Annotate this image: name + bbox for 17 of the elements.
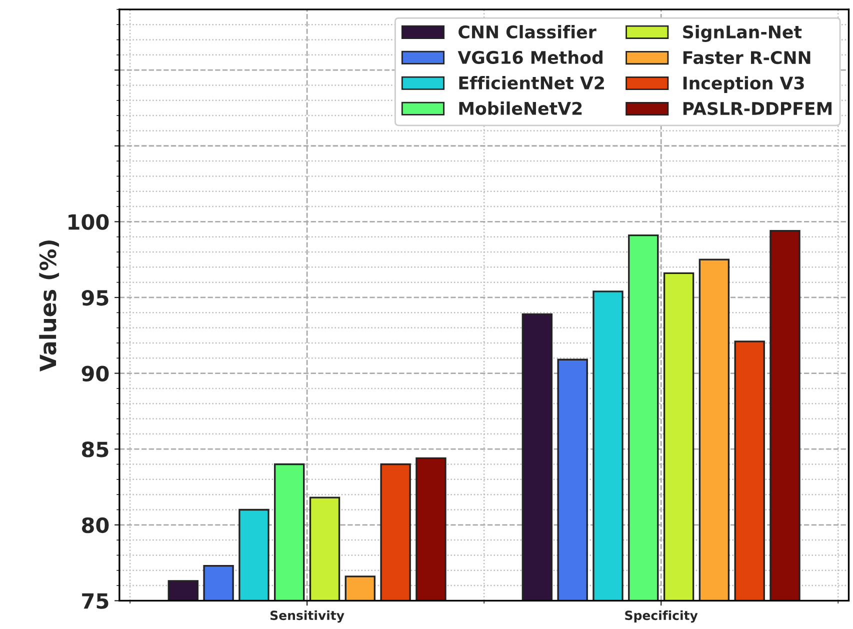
legend-label: MobileNetV2 xyxy=(459,102,582,115)
y-tick-label: 85 xyxy=(82,442,108,458)
legend-label: SignLan-Net xyxy=(683,25,802,42)
y-tick-label: 75 xyxy=(82,593,108,609)
legend-label: Faster R-CNN xyxy=(683,50,810,64)
y-tick-label: 95 xyxy=(82,290,108,306)
y-tick-label: 90 xyxy=(82,366,109,382)
x-tick-label: Specificity xyxy=(625,610,698,623)
y-tick-label: 80 xyxy=(82,517,109,534)
legend-label: EfficientNet V2 xyxy=(459,76,604,90)
x-tick-label: Sensitivity xyxy=(270,610,344,623)
y-axis-title: Values (%) xyxy=(39,240,59,372)
legend-label: Inception V3 xyxy=(683,76,804,93)
y-tick-label: 100 xyxy=(68,214,109,230)
legend-label: CNN Classifier xyxy=(458,25,596,38)
legend-label: PASLR-DDPFEM xyxy=(683,102,832,116)
legend-label: VGG16 Method xyxy=(458,50,602,64)
